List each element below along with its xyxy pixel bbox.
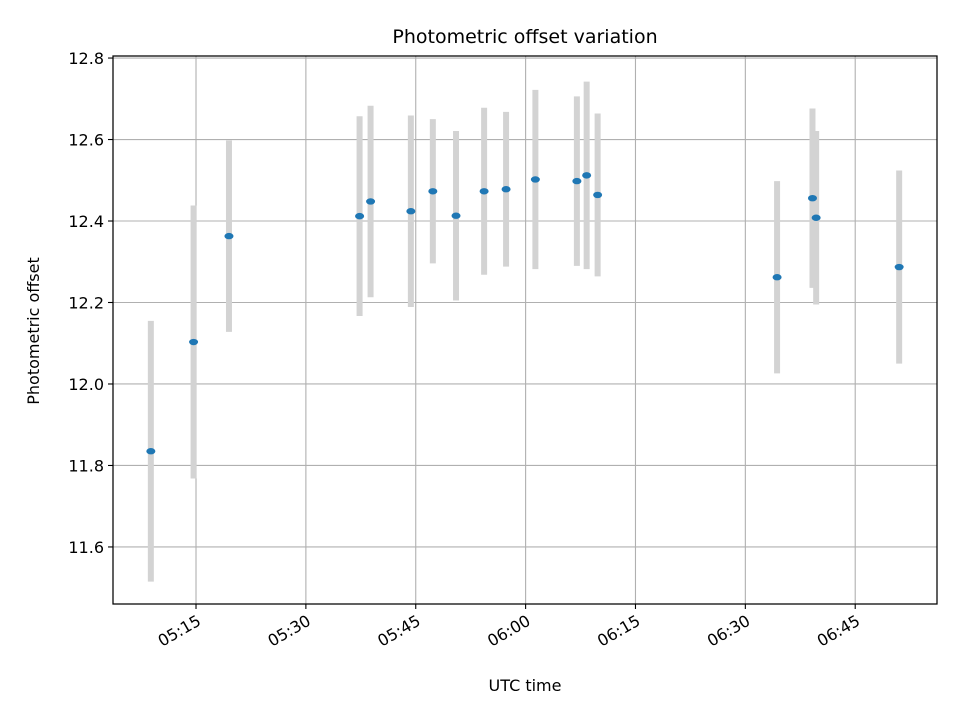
data-point <box>406 208 416 215</box>
y-axis-label: Photometric offset <box>24 257 43 405</box>
data-point <box>366 198 376 205</box>
x-tick-label: 06:00 <box>484 611 533 651</box>
y-tick-label: 12.2 <box>68 293 104 312</box>
data-point <box>811 214 821 221</box>
data-point <box>189 338 199 346</box>
x-axis-ticks: 05:15 05:30 05:45 06:00 06:15 06:30 06:45 <box>155 604 863 651</box>
error-bars <box>147 81 903 582</box>
y-tick-label: 12.4 <box>68 212 104 231</box>
data-point <box>501 186 511 193</box>
y-tick-label: 11.8 <box>68 456 104 475</box>
y-axis-ticks: 11.6 11.8 12.0 12.2 12.4 12.6 12.8 <box>68 49 113 557</box>
chart-title: Photometric offset variation <box>392 26 657 48</box>
data-point <box>530 176 540 183</box>
y-tick-label: 12.6 <box>68 131 104 150</box>
x-tick-label: 06:45 <box>814 611 863 651</box>
data-point <box>428 188 438 195</box>
data-point <box>146 448 156 455</box>
y-tick-label: 12.8 <box>68 49 104 68</box>
data-point <box>451 212 461 219</box>
grid <box>113 56 937 604</box>
x-tick-label: 05:15 <box>155 611 204 651</box>
x-tick-label: 05:45 <box>374 611 423 651</box>
y-tick-label: 11.6 <box>68 538 104 557</box>
data-points <box>146 172 904 455</box>
y-tick-label: 12.0 <box>68 375 104 394</box>
data-point <box>582 172 592 179</box>
plot-frame <box>112 55 938 605</box>
data-point <box>894 263 904 271</box>
data-point <box>224 232 234 240</box>
data-point <box>479 188 489 195</box>
data-point <box>772 274 782 281</box>
data-point <box>593 191 603 199</box>
x-tick-label: 06:30 <box>704 611 753 651</box>
data-point <box>807 194 817 202</box>
x-axis-label: UTC time <box>489 676 562 695</box>
x-tick-label: 05:30 <box>264 611 313 651</box>
data-point <box>355 212 365 220</box>
x-tick-label: 06:15 <box>594 611 643 651</box>
data-point <box>572 177 582 185</box>
